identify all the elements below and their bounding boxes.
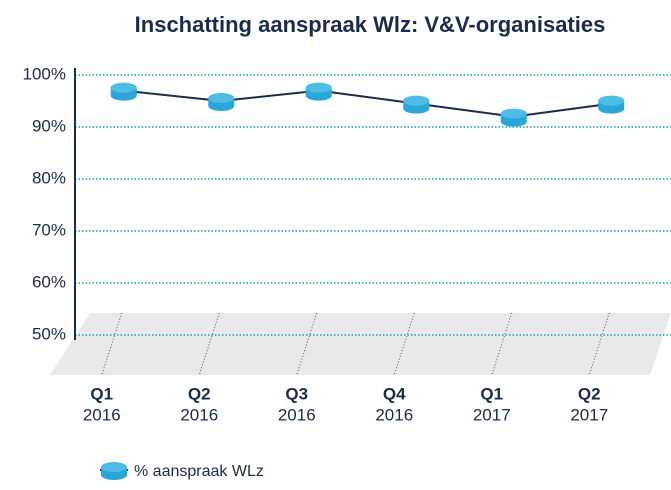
marker-top [305,82,332,93]
y-tick-label: 60% [32,272,66,291]
marker [403,95,430,114]
marker-top [500,108,527,119]
x-tick-label: Q2 [578,384,601,403]
drop-line [296,312,318,376]
y-tick-label: 80% [32,168,66,187]
drop-line [588,312,610,376]
drop-line [198,312,220,376]
drop-line [393,312,415,376]
x-tick-label: 2016 [180,405,218,424]
legend-marker [101,462,127,480]
x-tick-label: 2017 [570,405,608,424]
x-tick-label: Q1 [480,384,503,403]
chart-title: Inschatting aanspraak Wlz: V&V-organisat… [135,12,606,37]
y-tick-label: 70% [32,220,66,239]
x-tick-label: 2016 [83,405,121,424]
x-tick-label: Q2 [188,384,211,403]
marker-top [110,82,137,93]
y-tick-label: 90% [32,116,66,135]
drop-line [491,312,513,376]
x-tick-label: 2016 [278,405,316,424]
legend-label: % aanspraak WLz [134,463,264,480]
marker-top [598,95,625,106]
marker-top [403,95,430,106]
y-tick-label: 50% [32,324,66,343]
marker [110,82,137,101]
series-line [123,89,612,118]
marker-top [208,93,235,103]
marker [500,108,527,127]
y-tick-label: 100% [23,64,66,83]
marker [598,95,625,114]
x-tick-label: 2016 [375,405,413,424]
x-tick-label: Q3 [285,384,308,403]
x-tick-label: Q4 [383,384,406,403]
marker-top [101,462,127,472]
drop-line [101,312,123,376]
floor [50,313,671,375]
x-tick-label: 2017 [473,405,511,424]
marker [305,82,332,101]
x-tick-label: Q1 [90,384,113,403]
marker [208,93,235,111]
